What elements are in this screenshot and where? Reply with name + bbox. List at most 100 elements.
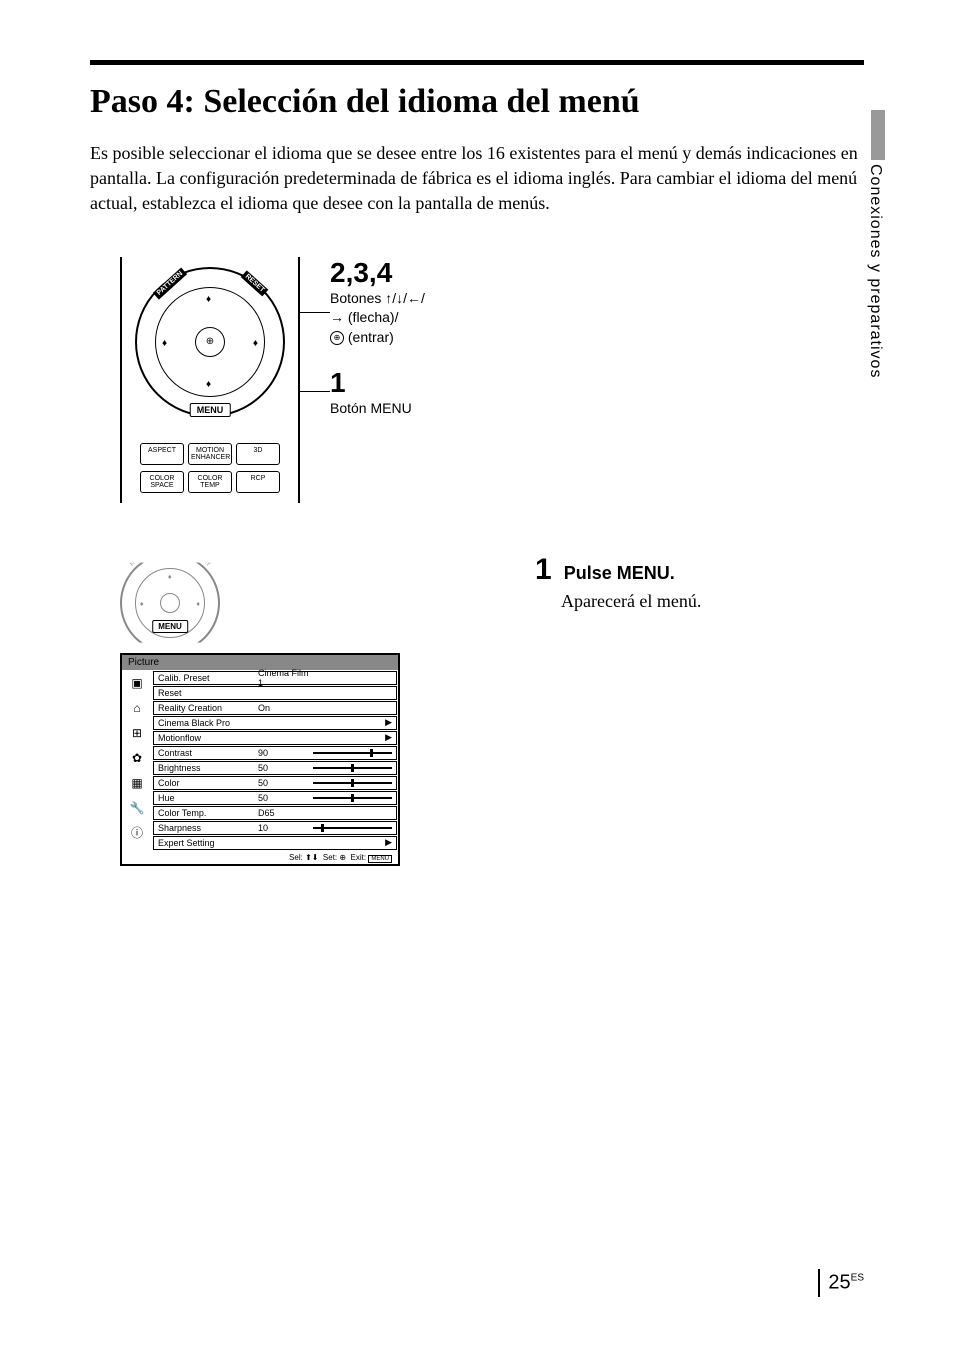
menu-row: Color50 [153, 776, 397, 790]
remote-dpad: PATTERN RESET ⊕ ♦ ♦ ♦ ♦ MENU [135, 267, 285, 417]
side-tab-text: Conexiones y preparativos [866, 164, 884, 378]
chevron-right-icon: ▶ [385, 732, 392, 743]
chevron-right-icon: ▶ [385, 717, 392, 728]
menu-row: Contrast90 [153, 746, 397, 760]
motion-enhancer-button: MOTION ENHANCER [188, 443, 232, 465]
slider-thumb [351, 779, 354, 787]
menu-row: Color Temp.D65 [153, 806, 397, 820]
callout-1-num: 1 [330, 367, 425, 399]
callout-234-line3: (entrar) [344, 329, 394, 345]
slider-track [313, 782, 392, 784]
side-tab: Conexiones y preparativos [866, 110, 890, 410]
up-arrow-icon: ♦ [206, 294, 211, 305]
color-temp-button: COLOR TEMP [188, 471, 232, 493]
menu-row: Hue50 [153, 791, 397, 805]
callout-234-text: Botones ↑/↓/←/ → (flecha)/ ⊕ (entrar) [330, 289, 425, 348]
enter-button-icon: ⊕ [195, 327, 225, 357]
menu-row-value: Cinema Film 1 [258, 668, 313, 688]
step-1-title: Pulse MENU. [564, 563, 675, 583]
callout-234-num: 2,3,4 [330, 257, 425, 289]
step-1-desc: Aparecerá el menú. [561, 591, 864, 612]
menu-row: Reality CreationOn [153, 701, 397, 715]
slider-track [313, 797, 392, 799]
menu-button-label: MENU [190, 403, 231, 417]
button-row-2: COLOR SPACE COLOR TEMP RCP [130, 471, 290, 493]
menu-row-value: On [258, 703, 313, 713]
step-1-section: PA ET ♦ ♦ ♦ ♦ MENU Picture ▣ ⌂ ⊞ ✿ [90, 553, 864, 866]
chevron-right-icon: ▶ [385, 837, 392, 848]
small-reset-label: ET [202, 558, 211, 567]
page-number: 25ES [818, 1269, 864, 1297]
menu-row: Sharpness10 [153, 821, 397, 835]
callout-234-line2: → (flecha)/ [330, 309, 398, 325]
intro-paragraph: Es posible seleccionar el idioma que se … [90, 141, 864, 217]
menu-footer: Sel: ⬆⬇ Set: ⊕ Exit: MENU [122, 851, 398, 864]
menu-row-value: 50 [258, 763, 313, 773]
small-enter-icon [160, 593, 180, 613]
top-rule [90, 60, 864, 65]
footer-menu: MENU [368, 855, 392, 863]
slider-thumb [370, 749, 373, 757]
menu-row-label: Motionflow [158, 733, 258, 743]
menu-row: Expert Setting ▶ [153, 836, 397, 850]
slider-track [313, 827, 392, 829]
left-arrow-icon: ♦ [162, 338, 167, 349]
screen-icon: ⌂ [128, 701, 146, 715]
3d-button: 3D [236, 443, 280, 465]
remote-section: PATTERN RESET ⊕ ♦ ♦ ♦ ♦ MENU ASPECT MOTI… [120, 257, 864, 503]
menu-row-label: Reality Creation [158, 703, 258, 713]
page-title: Paso 4: Selección del idioma del menú [90, 83, 864, 121]
remote-diagram: PATTERN RESET ⊕ ♦ ♦ ♦ ♦ MENU ASPECT MOTI… [120, 257, 300, 503]
down-arrow-icon: ♦ [206, 379, 211, 390]
slider-track [313, 767, 392, 769]
menu-row-label: Color Temp. [158, 808, 258, 818]
right-arrow-icon: ♦ [253, 338, 258, 349]
menu-row-value: D65 [258, 808, 313, 818]
install-icon: 🔧 [128, 801, 146, 815]
page-lang: ES [851, 1273, 864, 1284]
menu-row-label: Calib. Preset [158, 673, 258, 683]
menu-row-label: Expert Setting [158, 838, 258, 848]
info-icon: ⓘ [128, 826, 146, 840]
reset-label: RESET [240, 270, 268, 296]
slider-thumb [351, 764, 354, 772]
small-remote-diagram: PA ET ♦ ♦ ♦ ♦ MENU [120, 553, 220, 633]
slider-thumb [321, 824, 324, 832]
step-1-text: 1 Pulse MENU. Aparecerá el menú. [535, 553, 864, 612]
function-icon: ▦ [128, 776, 146, 790]
menu-row-label: Cinema Black Pro [158, 718, 258, 728]
menu-row-value: 50 [258, 778, 313, 788]
small-pattern-label: PA [129, 558, 138, 567]
callout-234-line1: Botones ↑/↓/←/ [330, 290, 425, 306]
footer-sel: Sel: [289, 853, 303, 862]
menu-row-label: Brightness [158, 763, 258, 773]
aspect-button: ASPECT [140, 443, 184, 465]
input-icon: ⊞ [128, 726, 146, 740]
menu-row-label: Reset [158, 688, 258, 698]
callout-1-text: Botón MENU [330, 399, 425, 419]
slider-track [313, 752, 392, 754]
menu-row-label: Hue [158, 793, 258, 803]
button-row-1: ASPECT MOTION ENHANCER 3D [130, 443, 290, 465]
menu-row-value: 50 [258, 793, 313, 803]
menu-items: Calib. PresetCinema Film 1ResetReality C… [152, 670, 398, 851]
menu-panel: Picture ▣ ⌂ ⊞ ✿ ▦ 🔧 ⓘ Calib. PresetCinem… [120, 653, 400, 866]
menu-row: Calib. PresetCinema Film 1 [153, 671, 397, 685]
step-1-num: 1 [535, 553, 552, 587]
color-space-button: COLOR SPACE [140, 471, 184, 493]
menu-icon-column: ▣ ⌂ ⊞ ✿ ▦ 🔧 ⓘ [122, 670, 152, 851]
menu-row-label: Contrast [158, 748, 258, 758]
picture-icon: ▣ [128, 676, 146, 690]
footer-exit: Exit: [351, 853, 367, 862]
menu-row: Motionflow ▶ [153, 731, 397, 745]
menu-row-label: Sharpness [158, 823, 258, 833]
menu-row-value: 90 [258, 748, 313, 758]
side-tab-bar [871, 110, 885, 160]
small-menu-label: MENU [152, 620, 188, 633]
slider-thumb [351, 794, 354, 802]
menu-row-label: Color [158, 778, 258, 788]
setup-icon: ✿ [128, 751, 146, 765]
menu-row-value: 10 [258, 823, 313, 833]
page-num-value: 25 [828, 1271, 850, 1293]
enter-icon: ⊕ [330, 331, 344, 345]
